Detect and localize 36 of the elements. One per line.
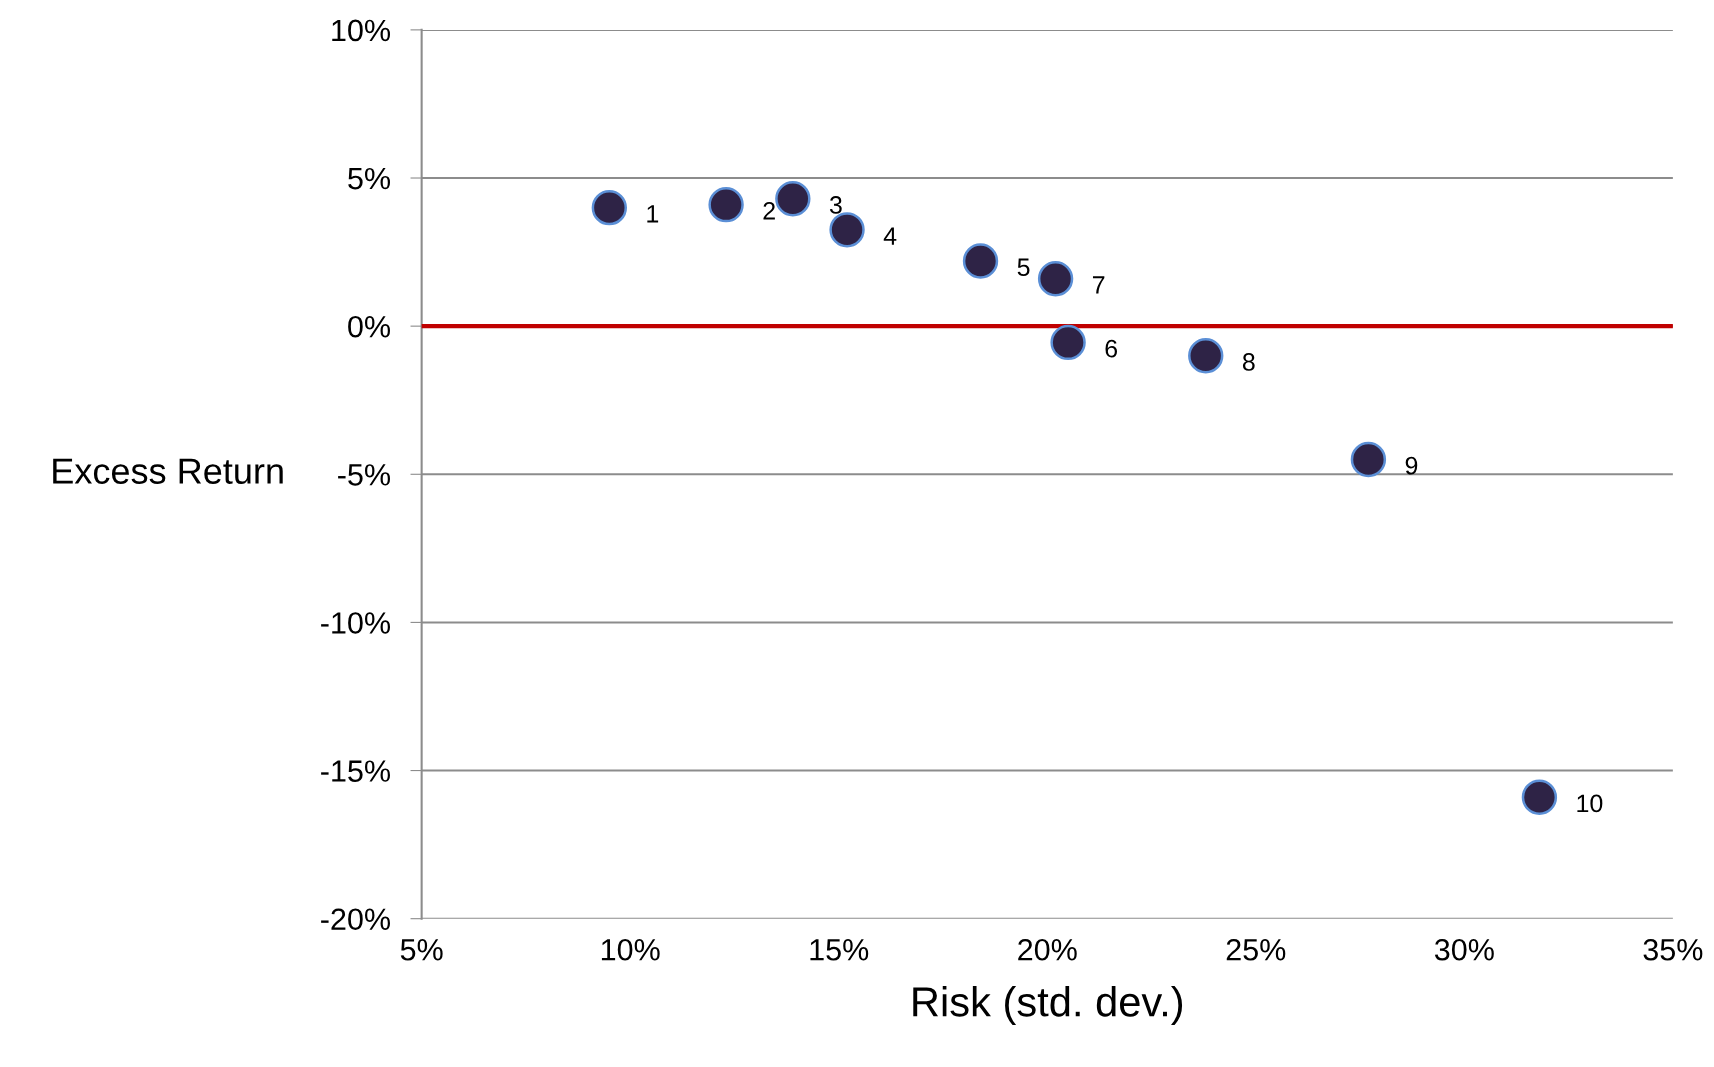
- x-axis-title: Risk (std. dev.): [913, 986, 1183, 1025]
- point: [1188, 338, 1224, 374]
- y-tick-label: 10%: [332, 19, 390, 42]
- y-tick-label: -5%: [338, 464, 390, 486]
- point: [775, 181, 811, 217]
- point: [1037, 261, 1074, 297]
- annotation: 6: [1105, 339, 1118, 358]
- x-tick-label: 20%: [1018, 938, 1077, 961]
- y-axis-title: Excess Return: [53, 458, 283, 484]
- annotation: 4: [883, 227, 897, 245]
- point: [1350, 441, 1387, 478]
- point: [708, 186, 744, 223]
- annotation: 8: [1242, 353, 1255, 371]
- x-tick-label: 5%: [400, 939, 443, 961]
- point: [829, 212, 865, 248]
- x-tick-label: 10%: [601, 938, 660, 961]
- y-tick-label: 0%: [348, 315, 390, 338]
- y-tick-label: -20%: [321, 908, 390, 931]
- annotation: 3: [829, 196, 842, 214]
- y-tick-label: -15%: [321, 760, 390, 782]
- point: [1521, 779, 1558, 815]
- x-tick-label: 15%: [810, 939, 869, 961]
- x-tick-label: 30%: [1434, 938, 1494, 961]
- annotation: 2: [763, 202, 775, 220]
- y-tick-label: -10%: [321, 612, 390, 634]
- x-tick-label: 25%: [1226, 938, 1286, 961]
- annotation: 10: [1577, 794, 1603, 813]
- annotation: 1: [647, 205, 659, 223]
- point: [1050, 324, 1086, 361]
- annotation: 9: [1405, 456, 1418, 475]
- x-tick-label: 35%: [1643, 938, 1703, 961]
- point: [962, 243, 999, 279]
- annotation: 7: [1092, 276, 1105, 294]
- annotation: 5: [1017, 258, 1030, 277]
- point: [591, 189, 628, 226]
- y-tick-label: 5%: [348, 167, 390, 190]
